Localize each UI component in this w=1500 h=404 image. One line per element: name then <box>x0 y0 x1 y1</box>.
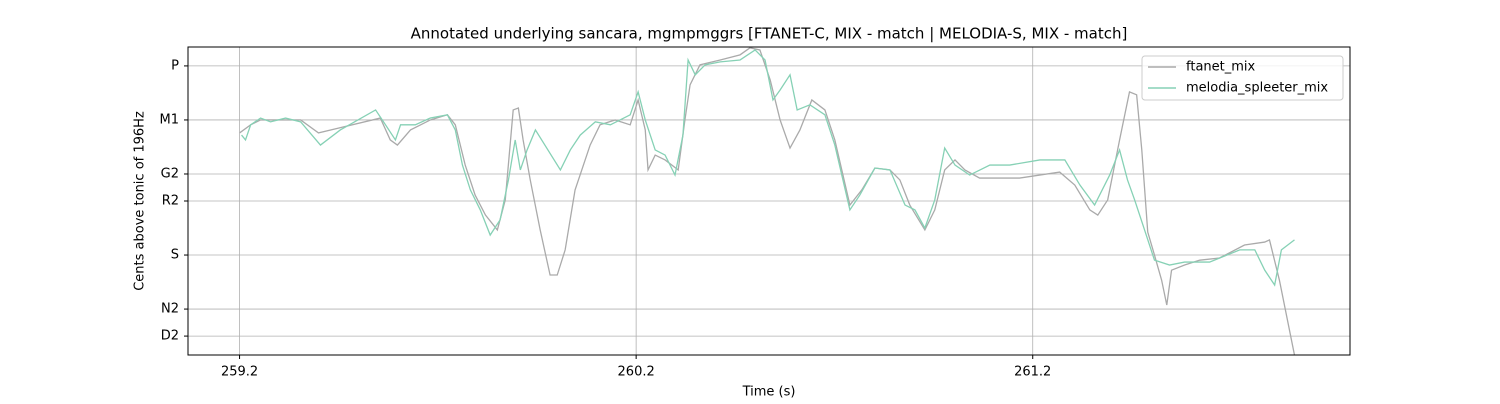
data-line <box>241 49 1295 287</box>
y-tick-label: D2 <box>161 329 179 344</box>
y-tick-label: G2 <box>161 166 179 181</box>
y-tick-label: P <box>171 58 179 73</box>
chart-title: Annotated underlying sancara, mgmpmggrs … <box>411 25 1128 43</box>
x-axis-label: Time (s) <box>742 385 796 400</box>
data-line <box>239 47 1296 355</box>
y-axis-label: Cents above tonic of 196Hz <box>133 111 148 291</box>
legend-box <box>1141 55 1344 101</box>
x-tick-label: 261.2 <box>1014 365 1051 380</box>
legend: ftanet_mix melodia_spleeter_mix <box>1141 55 1344 101</box>
y-tick-label: M1 <box>160 112 180 127</box>
y-tick-label: N2 <box>161 302 179 317</box>
y-tick-label: R2 <box>162 194 179 209</box>
y-tick-label: S <box>171 248 179 263</box>
x-tick-label: 259.2 <box>221 365 258 380</box>
x-tick-label: 260.2 <box>618 365 655 380</box>
plot-area <box>239 47 1296 355</box>
axes-frame <box>187 46 1351 356</box>
legend-label: ftanet_mix <box>1186 60 1256 75</box>
legend-label: melodia_spleeter_mix <box>1186 81 1328 96</box>
grid: 259.2 260.2 261.2 D2 N2 S R2 G2 M1 P <box>160 47 1350 380</box>
